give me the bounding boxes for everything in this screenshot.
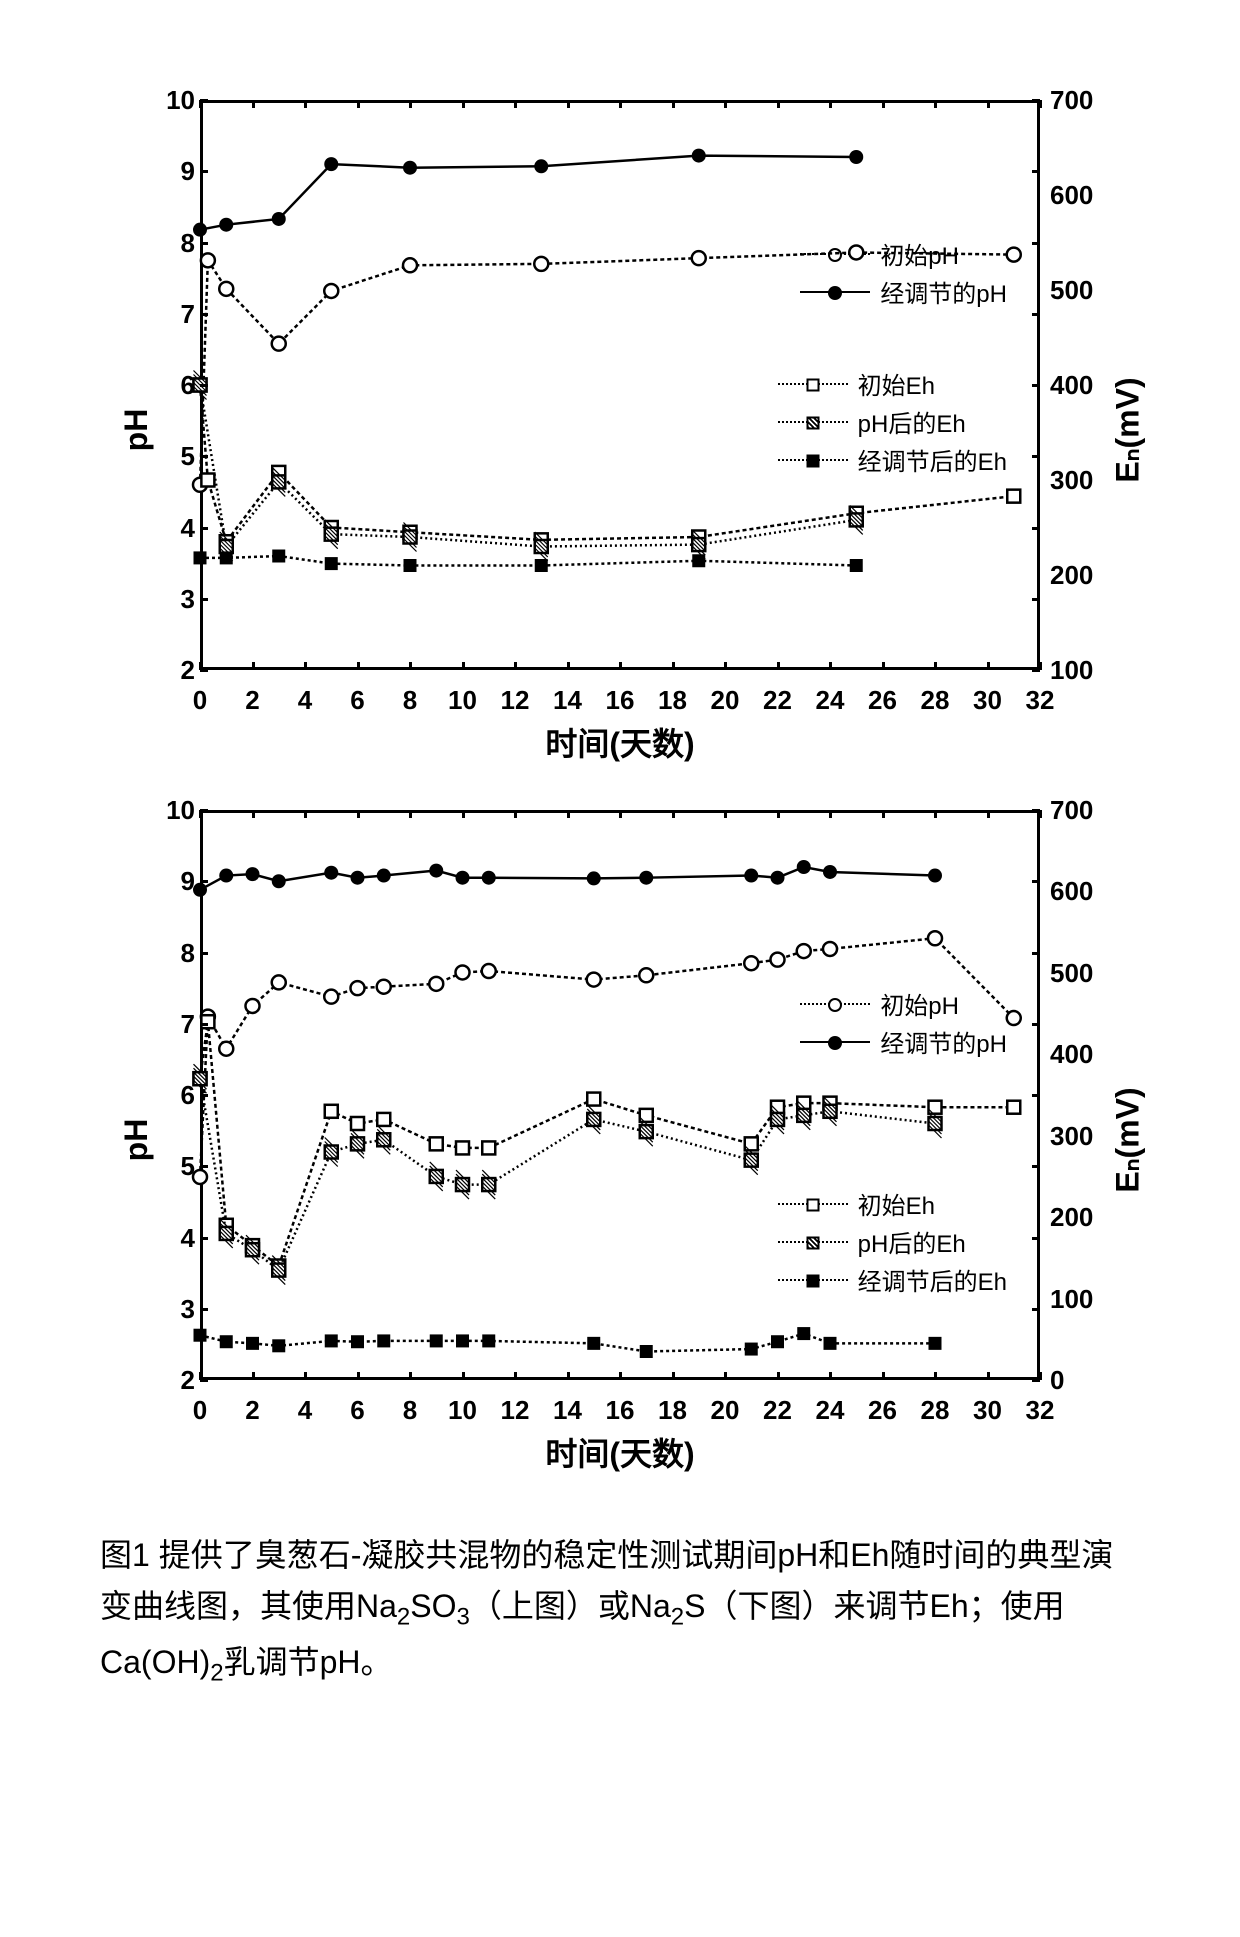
- y2-axis-label: Eₙ(mV): [1108, 377, 1146, 482]
- x-axis-label: 时间(天数): [545, 1429, 694, 1475]
- figure-caption: 图1 提供了臭葱石-凝胶共混物的稳定性测试期间pH和Eh随时间的典型演变曲线图，…: [90, 1530, 1150, 1693]
- y2-axis-label: Eₙ(mV): [1108, 1087, 1146, 1192]
- chart-bottom: 初始pH经调节的pH初始EhpH后的Eh经调节后的Eh pH Eₙ(mV) 时间…: [90, 790, 1150, 1490]
- y1-axis-label: pH: [118, 1119, 155, 1162]
- plot-area: 初始pH经调节的pH初始EhpH后的Eh经调节后的Eh: [200, 100, 1040, 670]
- y1-axis-label: pH: [118, 409, 155, 452]
- chart-top: 初始pH经调节的pH初始EhpH后的Eh经调节后的Eh pH Eₙ(mV) 时间…: [90, 80, 1150, 780]
- x-axis-label: 时间(天数): [545, 719, 694, 765]
- plot-area: 初始pH经调节的pH初始EhpH后的Eh经调节后的Eh: [200, 810, 1040, 1380]
